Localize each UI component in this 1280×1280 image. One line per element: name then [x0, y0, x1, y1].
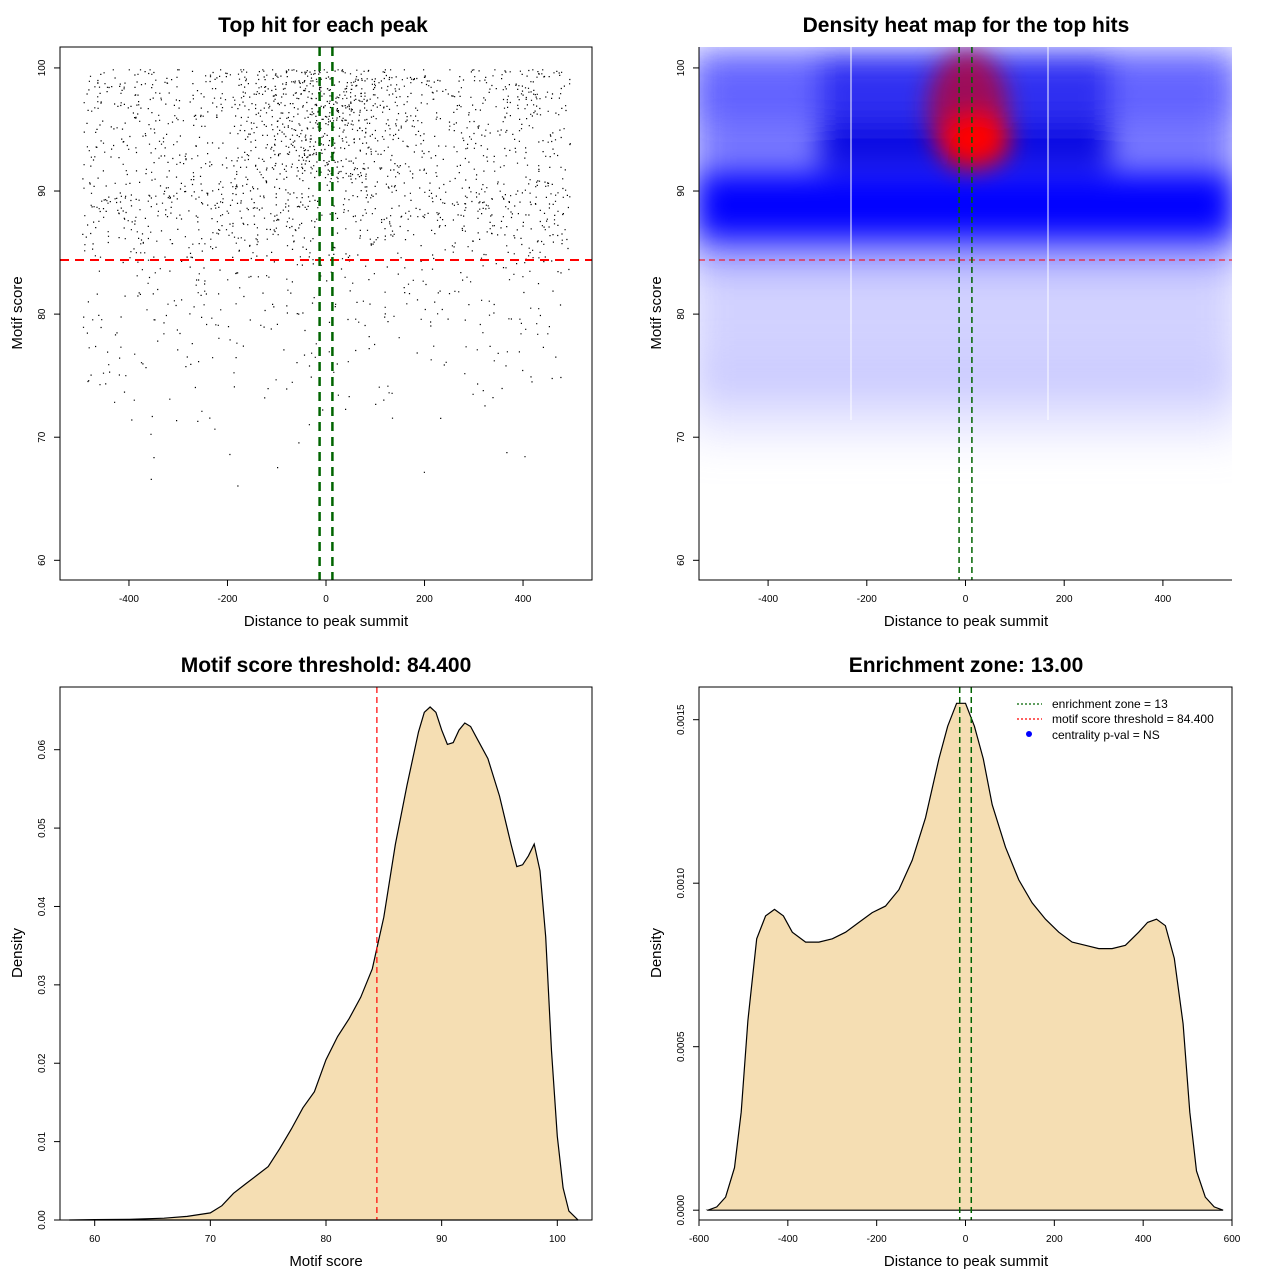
y-tick-label: 70	[37, 431, 48, 443]
x-tick-label: 100	[549, 1234, 566, 1245]
scatter-title: Top hit for each peak	[218, 14, 428, 37]
y-tick-label: 0.01	[37, 1131, 48, 1151]
x-tick-label: -400	[119, 594, 139, 605]
y-tick-label: 0.06	[37, 740, 48, 760]
distance-density-x-axis: -600 -400 -200 0 200 400 600	[689, 1220, 1241, 1245]
y-tick-label: 0.03	[37, 975, 48, 995]
scatter-x-axis: -400 -200 0 200 400	[119, 580, 532, 605]
legend-swatch-centrality	[1026, 731, 1032, 737]
y-tick-label: 0.00	[37, 1210, 48, 1230]
score-density-x-label: Motif score	[289, 1253, 362, 1270]
score-density-x-axis: 60 70 80 90 100	[89, 1220, 566, 1245]
distance-density-x-label: Distance to peak summit	[884, 1253, 1049, 1270]
x-tick-label: 400	[1135, 1234, 1152, 1245]
x-tick-label: -200	[857, 594, 877, 605]
heatmap-y-axis: 60 70 80 90 100	[676, 59, 699, 566]
x-tick-label: -200	[867, 1234, 887, 1245]
heatmap-title: Density heat map for the top hits	[803, 14, 1130, 37]
x-tick-label: -400	[778, 1234, 798, 1245]
scatter-point-cloud	[82, 69, 571, 487]
x-tick-label: 0	[963, 594, 969, 605]
x-tick-label: 200	[416, 594, 433, 605]
x-tick-label: 400	[515, 594, 532, 605]
x-tick-label: 60	[89, 1234, 101, 1245]
scatter-y-label: Motif score	[9, 276, 26, 349]
x-tick-label: 200	[1056, 594, 1073, 605]
scatter-points	[82, 69, 571, 487]
y-tick-label: 90	[676, 185, 687, 197]
scatter-x-label: Distance to peak summit	[244, 613, 409, 630]
legend: enrichment zone = 13 motif score thresho…	[1017, 697, 1214, 742]
heatmap-y-label: Motif score	[648, 276, 665, 349]
y-tick-label: 60	[676, 554, 687, 566]
y-tick-label: 0.02	[37, 1053, 48, 1073]
heatmap-density	[699, 47, 1232, 580]
distance-density-curve	[705, 702, 1224, 1211]
y-tick-label: 0.0005	[676, 1031, 687, 1062]
x-tick-label: -400	[758, 594, 778, 605]
y-tick-label: 70	[676, 431, 687, 443]
score-density-y-label: Density	[9, 927, 26, 978]
heatmap-x-label: Distance to peak summit	[884, 613, 1049, 630]
score-density-curve	[69, 706, 579, 1221]
x-tick-label: 80	[320, 1234, 332, 1245]
scatter-y-axis: 60 70 80 90 100	[37, 59, 60, 566]
y-tick-label: 100	[676, 59, 687, 76]
score-density-panel: Motif score threshold: 84.400 60 70 80 90 10…	[9, 654, 593, 1270]
y-tick-label: 80	[676, 308, 687, 320]
heatmap-x-axis: -400 -200 0 200 400	[758, 580, 1172, 605]
x-tick-label: 70	[205, 1234, 217, 1245]
heatmap-panel: Density heat map for the top hits	[648, 14, 1232, 630]
x-tick-label: -600	[689, 1234, 709, 1245]
y-tick-label: 0.0000	[676, 1194, 687, 1225]
distance-density-title: Enrichment zone: 13.00	[849, 654, 1084, 677]
y-tick-label: 80	[37, 308, 48, 320]
y-tick-label: 0.05	[37, 818, 48, 838]
y-tick-label: 0.0010	[676, 867, 687, 898]
legend-label-centrality: centrality p-val = NS	[1052, 728, 1160, 742]
legend-label-threshold: motif score threshold = 84.400	[1052, 712, 1214, 726]
score-density-y-axis: 0.00 0.01 0.02 0.03 0.04 0.05 0.06	[37, 740, 60, 1230]
heatmap-hotspot	[928, 50, 1010, 170]
score-density-title: Motif score threshold: 84.400	[181, 654, 472, 677]
y-tick-label: 0.0015	[676, 704, 687, 735]
x-tick-label: 400	[1155, 594, 1172, 605]
scatter-plot-frame	[59, 46, 593, 581]
legend-label-enrichment: enrichment zone = 13	[1052, 697, 1168, 711]
x-tick-label: 0	[323, 594, 329, 605]
x-tick-label: 90	[436, 1234, 448, 1245]
heatmap-axis-lines	[698, 47, 1232, 581]
y-tick-label: 60	[37, 554, 48, 566]
y-tick-label: 100	[37, 59, 48, 76]
y-tick-label: 0.04	[37, 896, 48, 916]
x-tick-label: -200	[217, 594, 237, 605]
distance-density-panel: Enrichment zone: 13.00 -600 -400 -200 0 200 4…	[648, 654, 1241, 1270]
x-tick-label: 600	[1224, 1234, 1241, 1245]
y-tick-label: 90	[37, 185, 48, 197]
x-tick-label: 0	[963, 1234, 969, 1245]
distance-density-y-label: Density	[648, 927, 665, 978]
scatter-panel: Top hit for each peak -400 -200 0 200 400 60…	[9, 14, 593, 630]
distance-density-y-axis: 0.0000 0.0005 0.0010 0.0015	[676, 704, 699, 1225]
x-tick-label: 200	[1046, 1234, 1063, 1245]
